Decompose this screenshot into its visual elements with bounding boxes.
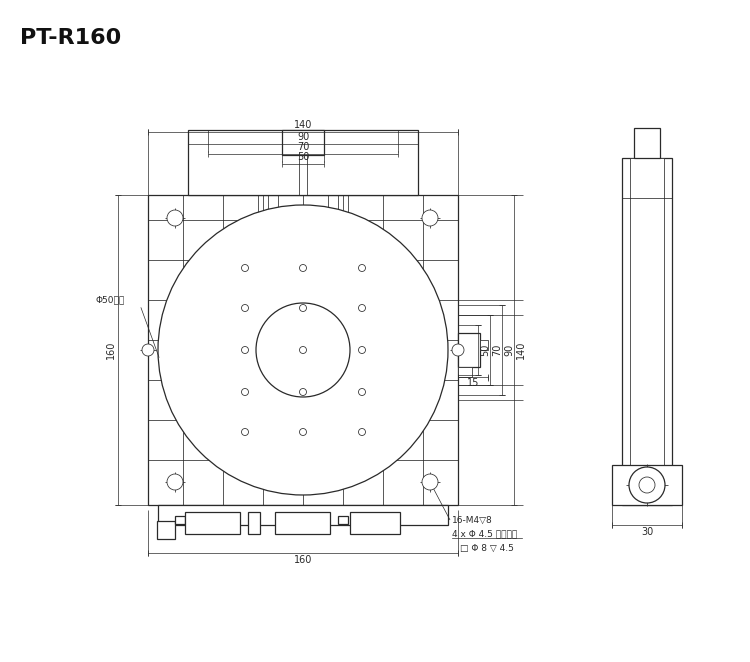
Circle shape — [167, 474, 183, 490]
Text: PT-R160: PT-R160 — [20, 28, 122, 48]
Bar — [148, 195, 458, 505]
Bar — [268, 195, 338, 230]
Text: 30: 30 — [640, 527, 653, 537]
Text: 90: 90 — [504, 344, 514, 356]
Bar — [480, 340, 488, 350]
Circle shape — [142, 344, 154, 356]
Circle shape — [358, 265, 365, 271]
Circle shape — [452, 344, 464, 356]
Bar — [158, 505, 448, 525]
Text: 160: 160 — [294, 555, 312, 565]
Text: 4 x Φ 4.5 完全贯穿: 4 x Φ 4.5 完全贯穿 — [452, 530, 518, 538]
Circle shape — [358, 428, 365, 436]
Bar — [458, 333, 480, 367]
Circle shape — [639, 477, 655, 493]
Bar — [185, 512, 240, 534]
Circle shape — [422, 474, 438, 490]
Circle shape — [299, 305, 307, 312]
Text: 50: 50 — [480, 344, 490, 356]
Circle shape — [167, 210, 183, 226]
Circle shape — [242, 428, 248, 436]
Bar — [612, 465, 682, 505]
Bar — [275, 512, 330, 534]
Circle shape — [358, 305, 365, 312]
Text: 70: 70 — [492, 344, 502, 356]
Circle shape — [158, 205, 448, 495]
Circle shape — [256, 303, 350, 397]
Circle shape — [358, 389, 365, 395]
Bar — [248, 512, 260, 534]
Circle shape — [242, 305, 248, 312]
Circle shape — [299, 346, 307, 354]
Bar — [338, 516, 348, 524]
Bar — [634, 128, 660, 158]
Circle shape — [422, 210, 438, 226]
Text: 90: 90 — [297, 132, 309, 142]
Bar — [458, 367, 472, 377]
Text: Φ50贯穿: Φ50贯穿 — [95, 295, 124, 305]
Text: 15: 15 — [466, 378, 479, 388]
Bar — [188, 130, 418, 195]
Bar — [350, 512, 400, 534]
Text: 140: 140 — [516, 341, 526, 359]
Circle shape — [242, 346, 248, 354]
Bar — [175, 516, 185, 524]
Text: 140: 140 — [294, 120, 312, 130]
Text: 160: 160 — [106, 341, 116, 359]
Text: 70: 70 — [297, 142, 309, 152]
Text: □ Φ 8 ▽ 4.5: □ Φ 8 ▽ 4.5 — [460, 544, 514, 553]
Bar — [282, 130, 324, 155]
Circle shape — [242, 265, 248, 271]
Circle shape — [299, 265, 307, 271]
Bar — [278, 195, 328, 215]
Bar — [630, 158, 664, 505]
Bar — [258, 195, 348, 240]
Circle shape — [299, 389, 307, 395]
Circle shape — [242, 389, 248, 395]
Circle shape — [629, 467, 665, 503]
Bar — [622, 158, 672, 505]
Text: 50: 50 — [297, 152, 309, 162]
Text: 16-M4▽8: 16-M4▽8 — [452, 516, 493, 524]
Circle shape — [358, 346, 365, 354]
Circle shape — [299, 428, 307, 436]
Bar — [157, 521, 175, 539]
